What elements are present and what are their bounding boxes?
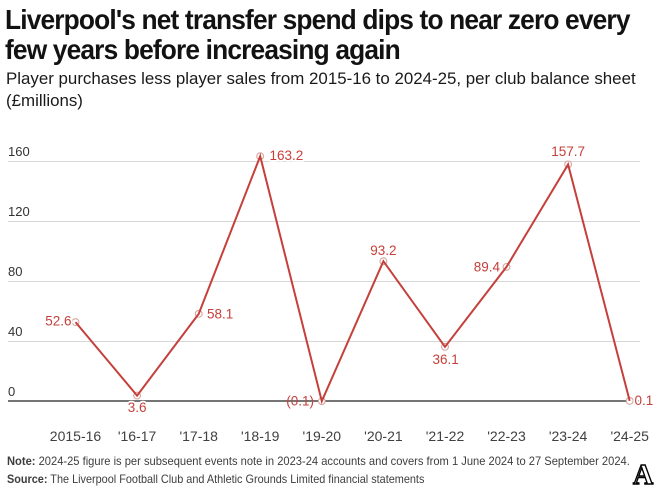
svg-text:'20-21: '20-21 (364, 428, 403, 444)
svg-text:'24-25: '24-25 (610, 428, 649, 444)
svg-text:163.2: 163.2 (270, 148, 304, 163)
svg-text:36.1: 36.1 (432, 352, 458, 367)
svg-text:3.6: 3.6 (128, 400, 147, 415)
svg-text:120: 120 (8, 204, 30, 219)
svg-text:40: 40 (8, 324, 22, 339)
svg-text:(0.1): (0.1) (286, 393, 314, 408)
svg-text:'18-19: '18-19 (241, 428, 280, 444)
svg-text:160: 160 (8, 144, 30, 159)
svg-text:2015-16: 2015-16 (50, 428, 102, 444)
svg-text:93.2: 93.2 (370, 243, 396, 258)
svg-text:'19-20: '19-20 (303, 428, 342, 444)
svg-text:0.1: 0.1 (635, 393, 654, 408)
svg-text:'23-24: '23-24 (549, 428, 588, 444)
svg-text:157.7: 157.7 (551, 144, 585, 159)
svg-text:'21-22: '21-22 (426, 428, 465, 444)
svg-text:89.4: 89.4 (474, 260, 501, 275)
svg-text:'22-23: '22-23 (487, 428, 526, 444)
svg-text:'16-17: '16-17 (118, 428, 157, 444)
svg-text:0: 0 (8, 384, 15, 399)
svg-text:80: 80 (8, 264, 22, 279)
svg-text:52.6: 52.6 (45, 314, 71, 329)
svg-text:58.1: 58.1 (207, 307, 233, 322)
svg-text:'17-18: '17-18 (179, 428, 218, 444)
